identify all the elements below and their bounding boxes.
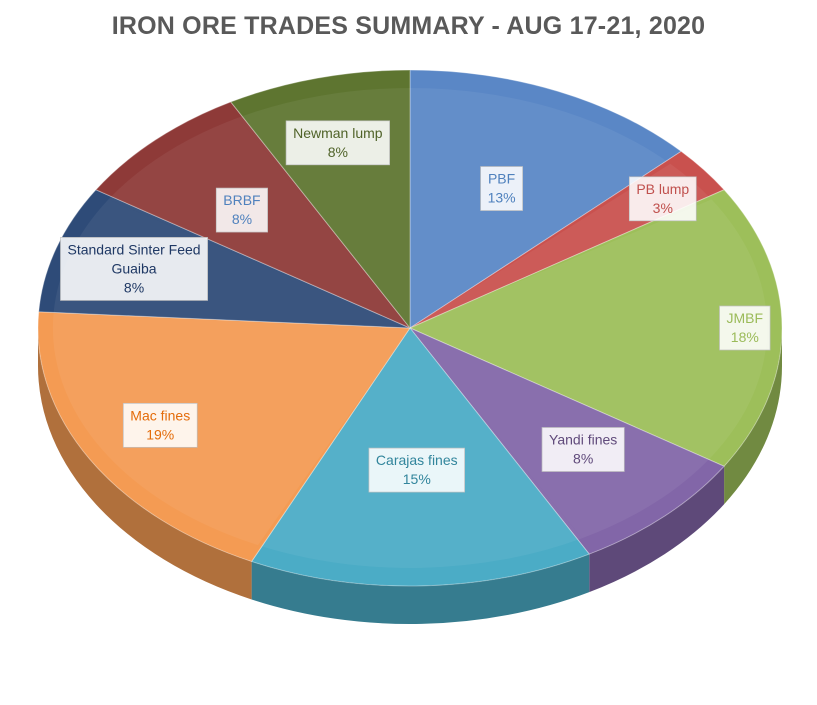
data-label-value-2: 18% bbox=[731, 329, 759, 345]
data-label-1: PB lump 3% bbox=[628, 176, 697, 222]
pie-side-2 bbox=[724, 328, 782, 505]
data-labels: PBF 13% PB lump 3% JMBF 18% Yandi fines 8% Caraj… bbox=[60, 120, 771, 493]
data-label-box-8 bbox=[285, 120, 390, 166]
data-label-value-4: 15% bbox=[403, 471, 431, 487]
data-label-name-8: Newman lump bbox=[293, 125, 383, 141]
pie-side-walls bbox=[38, 328, 782, 624]
data-label-2: JMBF 18% bbox=[719, 305, 771, 351]
data-label-name-0: PBF bbox=[488, 171, 515, 187]
data-label-box-3 bbox=[541, 427, 625, 472]
data-label-value-1: 3% bbox=[653, 200, 673, 216]
data-label-name-4: Carajas fines bbox=[376, 452, 458, 468]
data-label-name-7: BRBF bbox=[223, 192, 260, 208]
data-label-value-0: 13% bbox=[488, 190, 516, 206]
chart-title: IRON ORE TRADES SUMMARY - AUG 17-21, 202… bbox=[111, 12, 706, 40]
data-label-box-4 bbox=[368, 447, 465, 493]
pie-slice-2 bbox=[408, 189, 783, 467]
pie-slice-highlight-2 bbox=[410, 199, 768, 457]
data-label-name-5: Mac fines bbox=[130, 407, 190, 423]
data-label-6: Standard Sinter Feed Guaiba 8% bbox=[60, 237, 208, 301]
data-label-0: PBF 13% bbox=[480, 166, 523, 211]
data-label-box-5 bbox=[122, 402, 198, 448]
data-label-name-3: Yandi fines bbox=[549, 431, 617, 447]
data-label-value-8: 8% bbox=[328, 144, 348, 160]
data-label-name-2: JMBF bbox=[727, 310, 764, 326]
data-label-name-1: PB lump bbox=[636, 181, 689, 197]
data-label-3: Yandi fines 8% bbox=[541, 427, 625, 472]
pie-side-5 bbox=[38, 328, 252, 600]
data-label-5: Mac fines 19% bbox=[122, 402, 198, 448]
data-label-box-1 bbox=[628, 176, 697, 222]
pie-slice-highlight-5 bbox=[52, 312, 410, 546]
pie-slice-highlight-0 bbox=[410, 88, 671, 328]
data-label-box-6 bbox=[60, 237, 208, 301]
data-label-box-2 bbox=[719, 305, 771, 351]
data-label-4: Carajas fines 15% bbox=[368, 447, 465, 493]
pie-slice-0 bbox=[409, 69, 683, 329]
data-label-value-3: 8% bbox=[573, 450, 593, 466]
data-label-7: BRBF 8% bbox=[215, 187, 268, 233]
pie-side-4 bbox=[251, 554, 590, 624]
data-label-box-0 bbox=[480, 166, 523, 211]
data-label-value-6: 8% bbox=[124, 279, 144, 295]
data-label-name-6: Guaiba bbox=[111, 260, 156, 276]
pie-slice-5 bbox=[37, 311, 411, 563]
data-label-value-7: 8% bbox=[232, 211, 252, 227]
pie-slices bbox=[37, 69, 783, 587]
data-label-8: Newman lump 8% bbox=[285, 120, 390, 166]
data-label-name-6: Standard Sinter Feed bbox=[67, 241, 200, 257]
data-label-box-7 bbox=[215, 187, 268, 233]
data-label-value-5: 19% bbox=[146, 426, 174, 442]
pie-side-3 bbox=[589, 466, 725, 593]
